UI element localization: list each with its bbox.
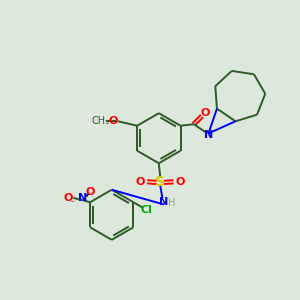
Text: +: +: [83, 190, 90, 199]
Text: O: O: [136, 177, 145, 187]
Text: Cl: Cl: [141, 205, 153, 214]
Text: H: H: [168, 198, 176, 208]
Text: N: N: [204, 130, 213, 140]
Text: O: O: [109, 116, 118, 126]
Text: O: O: [86, 187, 95, 197]
Text: ⁻: ⁻: [69, 200, 74, 210]
Text: N: N: [159, 196, 169, 206]
Text: O: O: [63, 193, 73, 203]
Text: O: O: [175, 177, 185, 187]
Text: CH₃: CH₃: [91, 116, 110, 126]
Text: N: N: [78, 194, 87, 203]
Text: S: S: [155, 176, 165, 189]
Text: O: O: [200, 108, 210, 118]
